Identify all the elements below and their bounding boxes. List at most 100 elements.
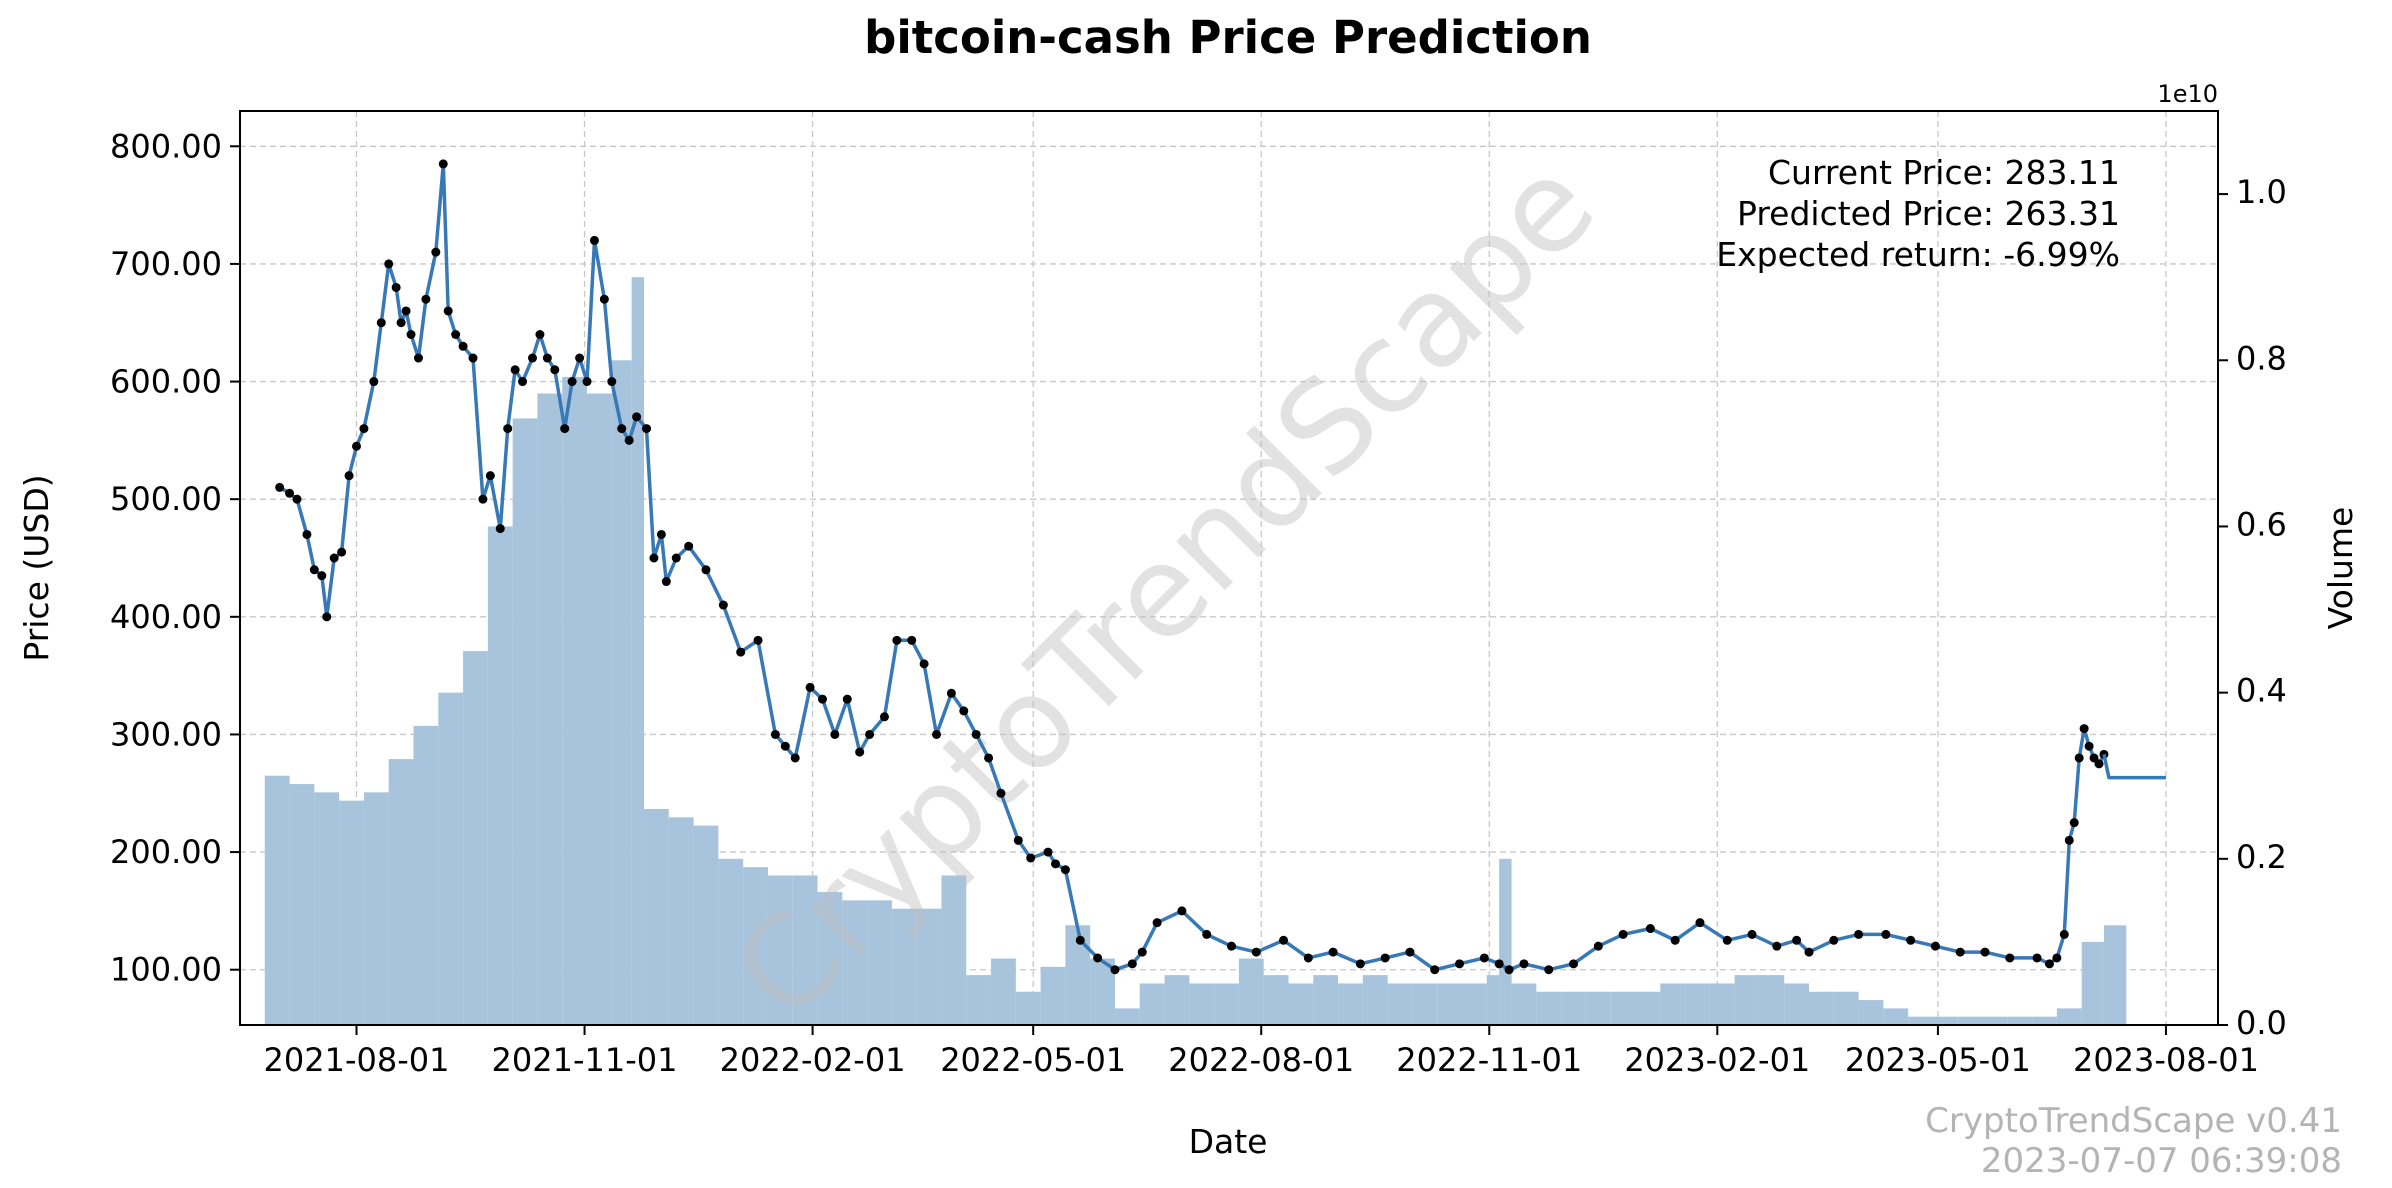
y-tick-label: 300.00 — [110, 715, 222, 753]
volume-bar — [1362, 975, 1388, 1025]
volume-bar — [1957, 1016, 1983, 1025]
volume-bar — [767, 875, 793, 1025]
price-point — [1226, 941, 1236, 951]
price-point — [617, 424, 627, 434]
volume-bar — [1338, 983, 1363, 1025]
volume-bar — [512, 418, 538, 1025]
volume-bar — [1114, 1008, 1140, 1025]
volume-bar — [2056, 1008, 2082, 1025]
price-point — [431, 247, 441, 257]
volume-bar — [1139, 983, 1165, 1025]
price-point — [567, 377, 577, 387]
price-point — [780, 741, 790, 751]
volume-bar — [1784, 983, 1810, 1025]
volume-bar — [1759, 975, 1785, 1025]
y2-tick-label: 0.0 — [2236, 1004, 2287, 1042]
volume-bar — [1499, 858, 1512, 1025]
price-point — [817, 694, 827, 704]
x-tick-label: 2022-08-01 — [1168, 1041, 1354, 1079]
price-point — [582, 377, 592, 387]
price-point — [753, 635, 763, 645]
chart-title: bitcoin-cash Price Prediction — [864, 11, 1592, 64]
price-point — [575, 353, 585, 363]
price-point — [1026, 853, 1036, 863]
price-point — [1430, 965, 1440, 975]
price-point — [396, 318, 406, 328]
volume-bar — [2081, 941, 2104, 1025]
expected-return-annotation: Expected return: -6.99% — [1716, 235, 2120, 274]
y2-axis-label: Volume — [2321, 507, 2360, 630]
y2-axis-ticks: 0.0 0.2 0.4 0.6 0.8 1.0 — [2218, 173, 2287, 1042]
price-point — [518, 377, 528, 387]
volume-bar — [1486, 975, 1500, 1025]
price-point — [1380, 953, 1390, 963]
price-point — [984, 753, 994, 763]
price-point — [879, 712, 889, 722]
price-point — [1127, 959, 1137, 969]
price-point — [599, 294, 609, 304]
price-point — [607, 377, 617, 387]
x-tick-label: 2022-05-01 — [940, 1041, 1126, 1079]
volume-bar — [1313, 975, 1339, 1025]
price-point — [369, 377, 379, 387]
volume-bar — [1932, 1016, 1958, 1025]
volume-bar — [1858, 1000, 1884, 1025]
price-point — [438, 159, 448, 169]
version-label: CryptoTrendScape v0.41 — [1925, 1101, 2342, 1141]
volume-bar — [1809, 991, 1834, 1025]
price-point — [2084, 741, 2094, 751]
price-point — [401, 306, 411, 316]
y-tick-label: 700.00 — [110, 245, 222, 283]
price-point — [1544, 965, 1554, 975]
y-tick-label: 800.00 — [110, 127, 222, 165]
price-point — [1137, 947, 1147, 957]
volume-bar — [1164, 975, 1190, 1025]
price-point — [458, 341, 468, 351]
price-point — [495, 524, 505, 534]
price-point — [1881, 929, 1891, 939]
price-point — [2052, 953, 2062, 963]
volume-bar — [718, 858, 744, 1025]
price-point — [2064, 835, 2074, 845]
price-point — [1075, 935, 1085, 945]
price-point — [701, 565, 711, 575]
x-tick-label: 2023-08-01 — [2073, 1041, 2259, 1079]
price-point — [1569, 959, 1579, 969]
price-point — [1328, 947, 1338, 957]
price-point — [292, 494, 302, 504]
price-point — [932, 729, 942, 739]
price-point — [1930, 941, 1940, 951]
price-point — [684, 541, 694, 551]
price-point — [1829, 935, 1839, 945]
price-point — [736, 647, 746, 657]
price-point — [1955, 947, 1965, 957]
price-point — [451, 330, 461, 340]
price-point — [865, 729, 875, 739]
volume-bar — [1040, 966, 1066, 1025]
volume-bar — [1833, 991, 1859, 1025]
volume-bar — [339, 800, 364, 1025]
price-point — [550, 365, 560, 375]
price-point — [560, 424, 570, 434]
price-point — [1093, 953, 1103, 963]
volume-bar — [537, 393, 563, 1025]
price-point — [830, 729, 840, 739]
price-point — [351, 441, 361, 451]
y-tick-label: 600.00 — [110, 363, 222, 401]
volume-bar — [1685, 983, 1710, 1025]
volume-bar — [1288, 983, 1314, 1025]
x-tick-label: 2021-11-01 — [492, 1041, 678, 1079]
volume-bar — [264, 775, 290, 1025]
volume-bar — [792, 875, 818, 1025]
x-tick-label: 2022-02-01 — [720, 1041, 906, 1079]
price-point — [2089, 753, 2099, 763]
volume-bar — [1412, 983, 1438, 1025]
volume-bar — [891, 908, 917, 1025]
price-point — [527, 353, 537, 363]
volume-bar — [1263, 975, 1289, 1025]
price-point — [421, 294, 431, 304]
volume-bar — [1214, 983, 1239, 1025]
y2-tick-label: 0.6 — [2236, 505, 2287, 543]
volume-bar — [631, 277, 645, 1025]
volume-bar — [611, 360, 632, 1026]
